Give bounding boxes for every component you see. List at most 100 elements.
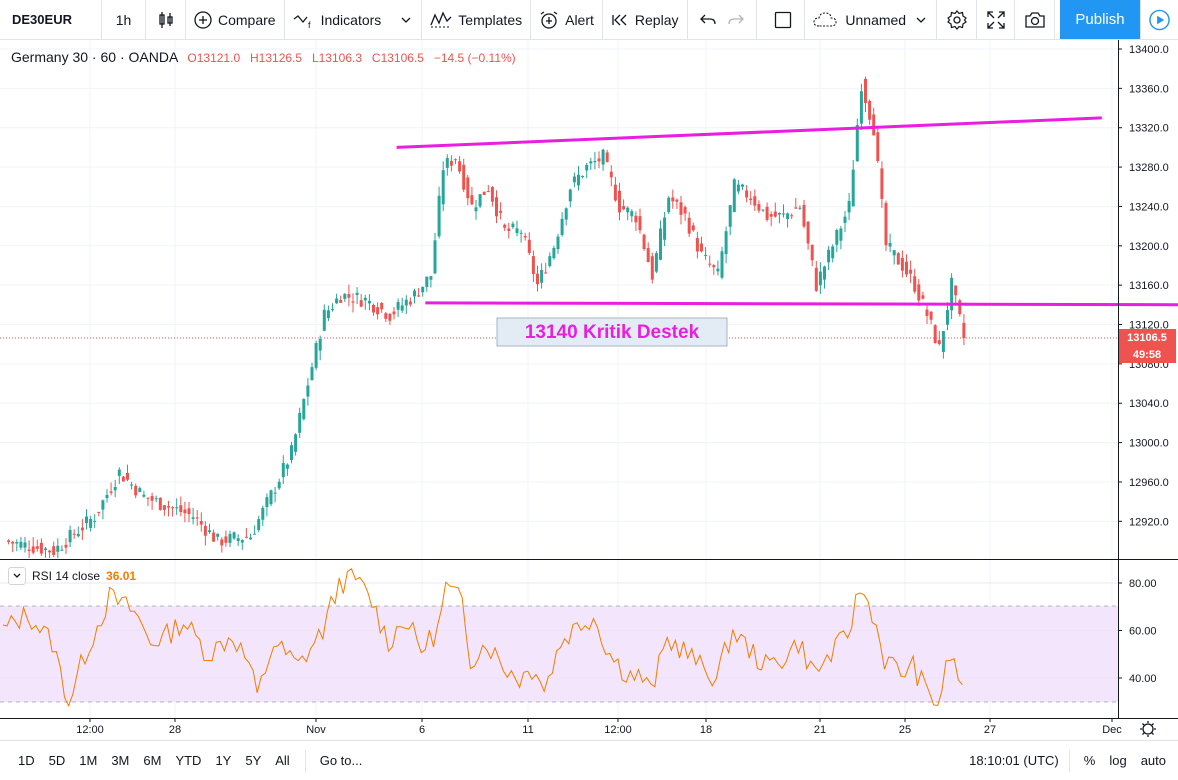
fullscreen-button[interactable] (977, 0, 1016, 39)
symbol-search-button[interactable]: DE30EUR (0, 0, 102, 39)
candle-body (138, 488, 142, 493)
candle-body (89, 518, 93, 528)
time-tick-label: 21 (814, 724, 826, 736)
auto-toggle[interactable]: auto (1140, 753, 1166, 768)
candle-body (302, 399, 306, 420)
candle-body (93, 520, 97, 522)
candle-body (814, 267, 818, 291)
axis-settings-button[interactable] (1140, 721, 1156, 737)
templates-button[interactable]: Templates (422, 0, 532, 39)
range-5d[interactable]: 5D (48, 753, 66, 768)
candle-body (273, 492, 277, 494)
range-all[interactable]: All (275, 753, 290, 768)
gear-icon (946, 9, 967, 30)
compare-button[interactable]: Compare (186, 0, 285, 39)
candle-body (638, 216, 642, 231)
candle-body (425, 276, 429, 287)
candle (671, 189, 675, 209)
candle (954, 285, 958, 304)
candle-body (351, 301, 355, 303)
settings-button[interactable] (937, 0, 978, 39)
candle (712, 264, 716, 275)
time-axis[interactable]: 12:00 28 Nov 6 11 12:00 18 21 25 27 Dec (76, 718, 1122, 736)
alert-button[interactable]: Alert (531, 0, 603, 39)
undo-icon[interactable] (699, 13, 716, 27)
range-1y[interactable]: 1Y (215, 753, 232, 768)
candle-body (782, 213, 785, 215)
candle-body (864, 78, 867, 104)
candle-body (97, 511, 101, 513)
candle (794, 197, 798, 209)
countdown-value: 49:58 (1133, 349, 1161, 361)
range-5y[interactable]: 5Y (245, 753, 262, 768)
candle-body (212, 532, 216, 542)
candle (302, 398, 306, 421)
range-1m[interactable]: 1M (79, 753, 98, 768)
candle (253, 525, 257, 535)
candle (818, 262, 822, 294)
candle-body (843, 216, 847, 223)
candle (622, 199, 626, 211)
candle-body (872, 114, 876, 136)
candle (425, 276, 429, 292)
candle (921, 291, 925, 300)
price-axis[interactable]: 13400.0 13360.0 13320.0 13280.0 13240.0 13200… (1118, 44, 1169, 528)
camera-icon (1024, 11, 1045, 28)
replay-button[interactable]: Replay (603, 0, 688, 39)
fullscreen-toggle-button[interactable] (761, 0, 806, 39)
collapse-button[interactable] (8, 567, 26, 585)
log-toggle[interactable]: log (1109, 753, 1127, 768)
range-6m[interactable]: 6M (143, 753, 162, 768)
publish-button[interactable]: Publish (1059, 0, 1140, 39)
candle (273, 486, 277, 503)
candle (203, 521, 207, 546)
candle-body (544, 272, 548, 274)
candle-body (531, 256, 535, 275)
indicators-button[interactable]: f Indicators (285, 0, 423, 39)
candle-body (654, 253, 658, 272)
candle-body (515, 228, 519, 234)
utc-clock[interactable]: 18:10:01 (UTC) (959, 749, 1070, 772)
candle (109, 482, 113, 496)
candle (216, 533, 220, 541)
candle-body (437, 195, 441, 237)
support-trendline[interactable] (425, 301, 1178, 307)
replay-label: Replay (634, 11, 679, 28)
candle (859, 83, 863, 130)
candle-body (85, 516, 88, 524)
candle (138, 486, 142, 493)
candle-body (823, 266, 826, 280)
resistance-trendline[interactable] (396, 116, 1102, 149)
goto-button[interactable]: Go to... (304, 749, 362, 772)
redo-icon[interactable] (727, 13, 744, 27)
layout-button[interactable]: Unnamed (805, 0, 938, 39)
chart-style-button[interactable] (146, 0, 186, 39)
chart-canvas[interactable]: 13140 Kritik Destek 13400.0 13360.0 13320.… (0, 40, 1178, 740)
snapshot-button[interactable] (1015, 0, 1056, 39)
trendlines[interactable] (396, 116, 1178, 307)
candle-body (269, 490, 273, 505)
candle-body (786, 213, 790, 220)
candle-body (417, 295, 421, 297)
candle-body (732, 179, 736, 213)
percent-toggle[interactable]: % (1083, 753, 1096, 768)
candle (905, 254, 908, 277)
candle-body (806, 221, 810, 244)
candle (564, 207, 568, 226)
candle-body (523, 235, 527, 238)
candle (642, 233, 646, 251)
cloud-icon (813, 11, 837, 27)
candle-body (946, 310, 949, 325)
interval-button[interactable]: 1h (102, 0, 146, 39)
range-ytd[interactable]: YTD (175, 753, 202, 768)
rsi-axis[interactable]: 80.00 60.00 40.00 (1118, 578, 1157, 685)
candle (782, 204, 785, 218)
range-3m[interactable]: 3M (111, 753, 130, 768)
candle-body (167, 506, 170, 508)
range-1d[interactable]: 1D (18, 753, 35, 768)
candles-icon (158, 11, 173, 28)
play-button[interactable] (1139, 0, 1178, 39)
annotation-box[interactable]: 13140 Kritik Destek (496, 317, 728, 347)
candle-body (396, 301, 400, 310)
candle (585, 163, 589, 179)
